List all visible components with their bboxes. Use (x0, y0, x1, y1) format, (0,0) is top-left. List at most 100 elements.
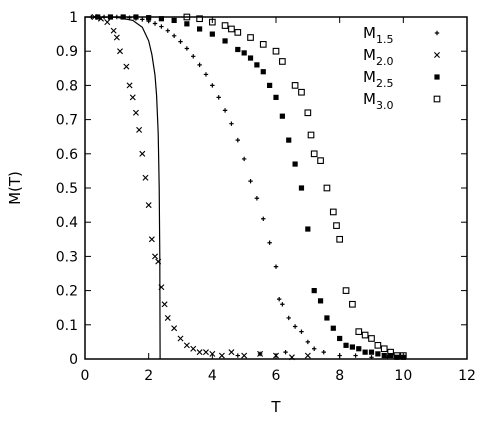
data-point (129, 94, 136, 101)
data-point (110, 27, 117, 34)
data-point (283, 349, 288, 355)
data-point (228, 25, 235, 33)
data-point (368, 335, 375, 342)
legend-item: M3.0 (363, 90, 441, 112)
data-point (183, 342, 190, 349)
data-layer (84, 13, 407, 361)
data-point (267, 240, 272, 245)
data-point (209, 31, 215, 37)
data-point (139, 150, 146, 157)
data-point (247, 55, 254, 61)
data-point (208, 18, 216, 26)
data-point (312, 346, 317, 351)
data-point (330, 325, 336, 331)
y-tick-label: 0 (69, 352, 78, 368)
series-4 (84, 16, 161, 360)
y-tick-label: 0.6 (56, 147, 78, 163)
data-point (280, 302, 285, 307)
data-point (337, 335, 343, 342)
data-point (210, 83, 215, 88)
data-point (317, 157, 324, 164)
data-point (203, 72, 209, 77)
data-point (148, 236, 155, 243)
data-point (381, 352, 387, 359)
data-point (329, 208, 337, 216)
x-tick-label: 12 (458, 368, 476, 384)
data-point (257, 350, 264, 357)
data-point (279, 58, 286, 65)
data-point (142, 174, 149, 181)
y-tick-label: 0.8 (56, 78, 78, 94)
data-point (336, 235, 344, 243)
data-point (279, 113, 285, 119)
data-point (140, 17, 145, 22)
data-point (260, 69, 266, 75)
data-point (229, 121, 234, 126)
data-point (123, 63, 130, 70)
data-point (343, 342, 349, 348)
data-point (273, 94, 279, 100)
y-tick-label: 0.7 (56, 113, 78, 129)
data-point (286, 137, 292, 143)
data-point (241, 50, 247, 56)
data-point (356, 346, 362, 352)
data-point (307, 131, 315, 139)
data-point (273, 352, 279, 359)
data-point (273, 264, 279, 269)
data-point (310, 150, 318, 158)
data-point (222, 108, 228, 113)
data-point (222, 38, 228, 44)
legend: M1.5M2.0M2.5M3.0 (363, 24, 441, 112)
data-point (259, 41, 267, 48)
data-point (235, 137, 240, 143)
data-point (241, 156, 247, 162)
data-point (299, 329, 304, 334)
legend-label: M3.0 (363, 90, 393, 112)
data-point (126, 82, 133, 89)
data-point (387, 348, 394, 356)
data-point (394, 354, 400, 360)
data-point (221, 22, 229, 29)
data-point (202, 349, 209, 356)
series-0 (89, 14, 406, 360)
legend-marker (433, 95, 441, 103)
data-point (355, 328, 363, 335)
x-tick-label: 10 (394, 368, 412, 384)
legend-label: M1.5 (363, 24, 393, 46)
data-point (342, 287, 350, 294)
data-point (323, 184, 331, 192)
data-point (305, 339, 311, 345)
data-point (161, 301, 168, 308)
plot-frame (84, 16, 468, 360)
data-point (113, 34, 120, 41)
x-tick-label: 8 (335, 368, 344, 384)
mean-field-curve (84, 16, 161, 360)
data-point (184, 46, 190, 51)
data-point (171, 33, 177, 39)
series-3 (183, 13, 407, 359)
data-point (337, 353, 342, 358)
legend-item: M2.5 (363, 68, 440, 90)
data-point (291, 82, 299, 89)
data-point (191, 54, 196, 59)
data-point (292, 161, 298, 167)
data-point (165, 28, 170, 33)
legend-marker (434, 52, 440, 58)
data-point (235, 353, 240, 358)
legend-item: M1.5 (363, 24, 440, 46)
data-point (159, 24, 164, 29)
data-point (209, 350, 216, 357)
data-point (178, 39, 183, 44)
data-point (333, 222, 340, 229)
y-tick-label: 1 (69, 10, 78, 26)
data-point (164, 314, 171, 321)
data-point (241, 352, 248, 359)
data-point (196, 15, 203, 23)
data-point (248, 178, 253, 184)
data-point (132, 109, 139, 116)
data-point (234, 29, 242, 36)
data-point (145, 202, 152, 209)
y-tick-label: 0.9 (56, 44, 78, 60)
data-point (400, 354, 406, 360)
x-tick-label: 2 (144, 368, 153, 384)
